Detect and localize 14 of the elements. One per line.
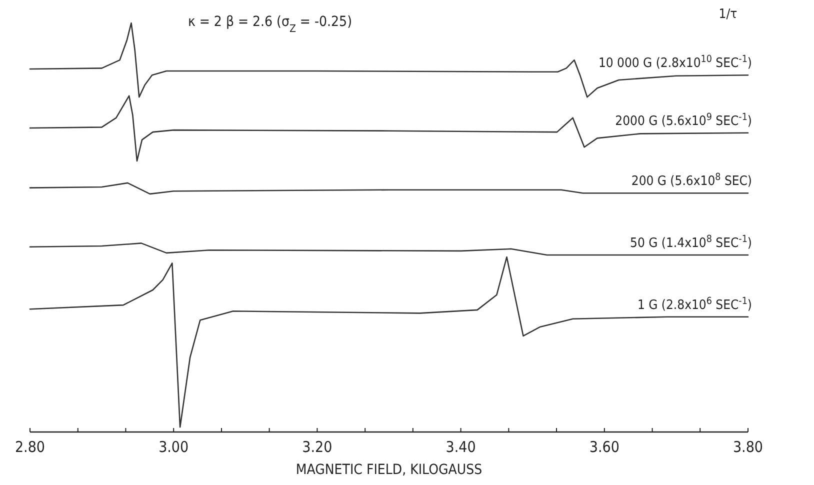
series-label: 10 000 G (2.8x10$^{10}$ SEC$^{-1}$) [598, 54, 752, 72]
series-label: 50 G (1.4x10$^{8}$ SEC$^{-1}$) [630, 233, 752, 251]
x-tick-label: 3.20 [302, 438, 332, 456]
series-label: 2000 G (5.6x10$^{9}$ SEC$^{-1}$) [615, 111, 752, 129]
x-tick-label: 3.80 [732, 438, 764, 456]
series-label: 1 G (2.8x10$^{6}$ SEC$^{-1}$) [637, 295, 752, 313]
annotation: κ = 2 β = 2.6 (σ$_{Z}$ = -0.25) [188, 14, 352, 35]
x-tick-label: 2.80 [14, 438, 46, 456]
series-label: 200 G (5.6x10$^{8}$ SEC) [631, 172, 752, 190]
x-axis-title: MAGNETIC FIELD, KILOGAUSS [296, 462, 482, 478]
x-tick-label: 3.60 [589, 438, 620, 456]
x-tick-label: 3.40 [446, 438, 476, 456]
legend-title: 1/τ [718, 7, 738, 22]
x-tick-label: 3.00 [158, 438, 189, 456]
